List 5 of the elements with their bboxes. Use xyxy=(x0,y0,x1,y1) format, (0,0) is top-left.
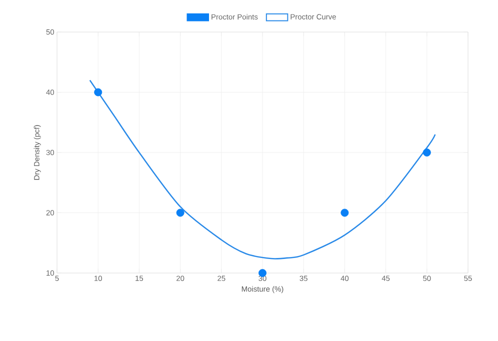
point xyxy=(94,88,102,96)
point xyxy=(340,208,349,217)
point xyxy=(176,208,184,217)
point xyxy=(422,148,431,156)
line-series xyxy=(89,80,436,260)
